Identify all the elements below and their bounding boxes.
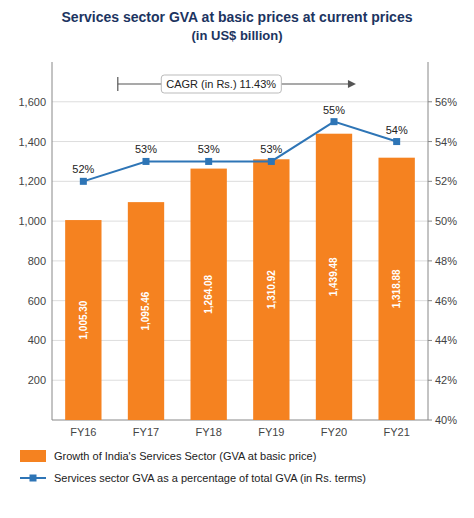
y2-tick-label: 56% <box>435 96 457 108</box>
y2-tick <box>428 221 432 222</box>
legend: Growth of India's Services Sector (GVA a… <box>20 450 366 484</box>
legend-swatch <box>20 450 46 462</box>
bar-label: 1,095.46 <box>141 291 152 330</box>
bar-label: 1,264.08 <box>203 274 214 313</box>
bar <box>65 220 101 420</box>
y-tick-label: 200 <box>28 374 46 386</box>
grid-line <box>52 260 428 261</box>
y2-tick-label: 48% <box>435 255 457 267</box>
grid-line <box>52 380 428 381</box>
x-tick-label: FY17 <box>133 426 159 438</box>
grid-line <box>52 101 428 102</box>
y-axis-line <box>52 62 53 420</box>
line-marker <box>268 158 275 165</box>
line-marker <box>80 178 87 185</box>
bar <box>378 158 414 420</box>
x-tick-label: FY21 <box>384 426 410 438</box>
y-tick-label: 1,200 <box>18 175 46 187</box>
y-tick-label: 400 <box>28 334 46 346</box>
bar <box>316 134 352 420</box>
y2-tick <box>428 260 432 261</box>
y2-tick <box>428 141 432 142</box>
x-axis-line <box>52 420 428 421</box>
subtitle: (in US$ billion) <box>192 28 283 43</box>
chart: Services sector GVA at basic prices at c… <box>0 0 474 518</box>
y2-tick <box>428 181 432 182</box>
x-tick-label: FY16 <box>70 426 96 438</box>
grid-line <box>52 340 428 341</box>
bar-label: 1,318.88 <box>391 269 402 308</box>
bar-label: 1,005.30 <box>78 300 89 339</box>
line-label: 55% <box>323 104 345 116</box>
annotation-text: CAGR (in Rs.) 11.43% <box>166 78 276 90</box>
line-label: 52% <box>72 163 94 175</box>
line-label: 53% <box>260 143 282 155</box>
grid <box>52 102 428 380</box>
line-marker <box>331 118 338 125</box>
y-tick-label: 800 <box>28 255 46 267</box>
bar <box>253 159 289 420</box>
y-tick-label: 600 <box>28 295 46 307</box>
marks <box>65 118 415 420</box>
y2-tick-label: 54% <box>435 136 457 148</box>
bar <box>128 202 164 420</box>
title: Services sector GVA at basic prices at c… <box>62 9 413 25</box>
y2-tick-label: 46% <box>435 295 457 307</box>
y2-tick <box>428 101 432 102</box>
y2-tick <box>428 300 432 301</box>
legend-label: Services sector GVA as a percentage of t… <box>54 472 366 484</box>
line-label: 53% <box>135 143 157 155</box>
line <box>83 122 396 182</box>
data-labels: 1,005.30 1,095.46 1,264.08 1,310.92 1,439.48… <box>72 104 408 340</box>
grid-line <box>52 141 428 142</box>
y2-tick-label: 50% <box>435 215 457 227</box>
annotation-box <box>161 75 281 93</box>
y-tick-label: 1,600 <box>18 96 46 108</box>
annotation-arrowhead <box>348 80 356 88</box>
legend-label: Growth of India's Services Sector (GVA a… <box>54 450 316 462</box>
x-tick-label: FY20 <box>321 426 347 438</box>
y2-tick-label: 52% <box>435 175 457 187</box>
bar-label: 1,439.48 <box>329 257 340 296</box>
line-label: 54% <box>386 124 408 136</box>
bar <box>190 169 226 420</box>
grid-line <box>52 221 428 222</box>
y2-axis-line <box>428 62 429 420</box>
annotation: CAGR (in Rs.) 11.43% <box>118 75 356 93</box>
y2-tick-label: 42% <box>435 374 457 386</box>
y2-tick-label: 44% <box>435 334 457 346</box>
y2-tick <box>428 420 432 421</box>
y2-tick-label: 40% <box>435 414 457 426</box>
y2-tick <box>428 340 432 341</box>
legend-marker <box>30 475 37 482</box>
y2-tick <box>428 380 432 381</box>
grid-line <box>52 300 428 301</box>
y-tick-label: 1,400 <box>18 136 46 148</box>
y-tick-label: 1,000 <box>18 215 46 227</box>
line-marker <box>393 138 400 145</box>
line-label: 53% <box>198 143 220 155</box>
bar-label: 1,310.92 <box>266 270 277 309</box>
x-tick-label: FY19 <box>258 426 284 438</box>
grid-line <box>52 181 428 182</box>
line-marker <box>143 158 150 165</box>
annotation-tick <box>117 77 118 91</box>
line-marker <box>205 158 212 165</box>
x-tick-label: FY18 <box>196 426 222 438</box>
